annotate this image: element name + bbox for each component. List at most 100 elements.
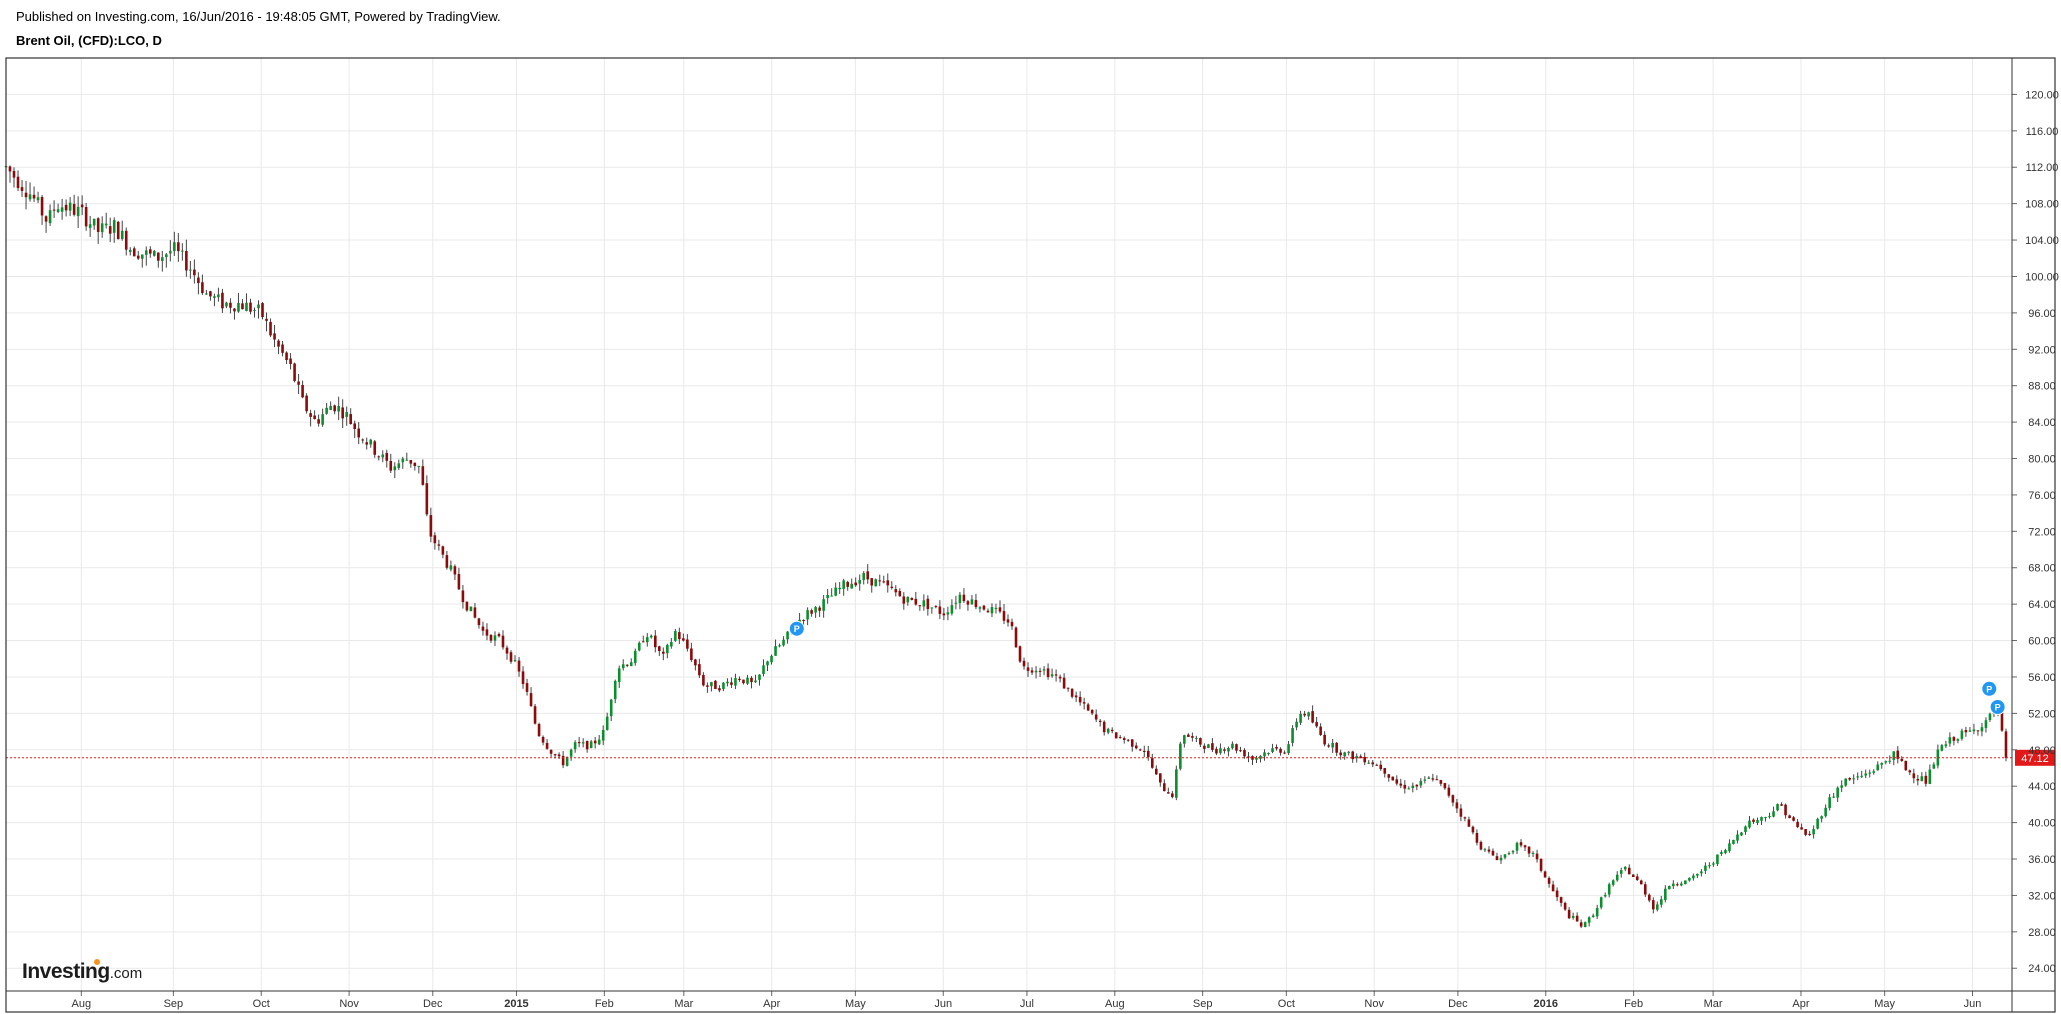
candle-body bbox=[930, 607, 934, 609]
candle-body bbox=[597, 739, 601, 745]
candle-body bbox=[1375, 764, 1379, 766]
candle-body bbox=[1583, 922, 1587, 927]
candle-body bbox=[710, 682, 713, 687]
candle-body bbox=[1155, 768, 1158, 775]
candle-body bbox=[68, 202, 72, 211]
candle-body bbox=[1724, 850, 1727, 854]
published-note: Published on Investing.com, 16/Jun/2016 … bbox=[16, 9, 501, 24]
last-price-badge bbox=[2015, 749, 2055, 766]
candle-body bbox=[1263, 752, 1266, 757]
candle-body bbox=[1539, 858, 1543, 871]
candle-body bbox=[213, 296, 216, 298]
candle-body bbox=[834, 587, 837, 596]
candle-body bbox=[1379, 764, 1383, 770]
candle-body bbox=[906, 596, 910, 603]
y-tick-label: 56.00 bbox=[2028, 672, 2056, 684]
candle-body bbox=[1018, 646, 1022, 662]
y-tick-label: 80.00 bbox=[2028, 454, 2056, 466]
candle-body bbox=[44, 216, 48, 222]
candle-body bbox=[754, 680, 757, 683]
candle-body bbox=[561, 755, 565, 766]
candle-body bbox=[1615, 874, 1619, 881]
candle-body bbox=[365, 442, 369, 445]
x-tick-label: Mar bbox=[674, 998, 693, 1010]
candle-body bbox=[1736, 834, 1739, 841]
candle-body bbox=[1279, 748, 1282, 753]
x-tick-label: 2015 bbox=[504, 998, 528, 1010]
y-tick-label: 116.00 bbox=[2026, 126, 2059, 138]
candle-body bbox=[1171, 793, 1174, 798]
candle-body bbox=[1503, 854, 1507, 858]
candle-body bbox=[658, 646, 661, 652]
candle-body bbox=[1062, 677, 1066, 689]
candle-body bbox=[1808, 833, 1811, 835]
candle-body bbox=[702, 674, 705, 686]
candle-body bbox=[645, 637, 649, 643]
candle-body bbox=[433, 535, 437, 544]
candle-body bbox=[914, 598, 918, 605]
candle-body bbox=[1271, 748, 1274, 753]
candle-body bbox=[1631, 874, 1635, 877]
candle-body bbox=[1980, 727, 1984, 732]
x-tick-label: Nov bbox=[339, 998, 359, 1010]
candle-body bbox=[902, 596, 906, 604]
candle-body bbox=[1291, 728, 1294, 743]
candle-body bbox=[1010, 621, 1014, 627]
candle-body bbox=[742, 679, 745, 684]
candle-body bbox=[509, 652, 513, 662]
candle-body bbox=[461, 590, 465, 603]
candle-body bbox=[1563, 902, 1567, 910]
candle-body bbox=[1511, 851, 1515, 853]
candle-body bbox=[1391, 776, 1395, 781]
candle-body bbox=[633, 650, 637, 664]
candle-body bbox=[32, 194, 36, 199]
candle-body bbox=[1551, 884, 1555, 892]
candle-body bbox=[922, 600, 926, 607]
candle-body bbox=[60, 207, 64, 212]
candle-body bbox=[1936, 749, 1940, 766]
candle-body bbox=[1607, 884, 1611, 895]
candle-body bbox=[1403, 784, 1407, 789]
candle-body bbox=[986, 610, 990, 613]
candle-body bbox=[854, 582, 857, 586]
candle-body bbox=[1207, 744, 1210, 748]
candle-body bbox=[88, 224, 92, 228]
candle-body bbox=[1066, 687, 1070, 689]
x-tick-label: Nov bbox=[1364, 998, 1384, 1010]
candle-body bbox=[1748, 820, 1751, 828]
x-tick-label: Dec bbox=[1448, 998, 1468, 1010]
candle-body bbox=[666, 644, 669, 654]
candle-body bbox=[714, 680, 717, 690]
candle-body bbox=[934, 606, 938, 608]
candle-body bbox=[1579, 922, 1583, 927]
candle-body bbox=[245, 302, 248, 311]
candle-body bbox=[1239, 750, 1242, 752]
candle-body bbox=[1523, 845, 1527, 848]
p-marker-icon bbox=[788, 620, 805, 637]
candle-body bbox=[1463, 817, 1467, 819]
candle-body bbox=[862, 573, 866, 580]
candle-body bbox=[357, 428, 361, 438]
candle-body bbox=[557, 754, 561, 757]
candle-body bbox=[1054, 674, 1058, 676]
candle-body bbox=[112, 220, 116, 233]
candle-body bbox=[237, 302, 240, 312]
candle-body bbox=[445, 555, 449, 568]
candle-body bbox=[974, 600, 978, 608]
x-tick-label: Feb bbox=[595, 998, 614, 1010]
candle-body bbox=[533, 706, 537, 724]
candle-body bbox=[1555, 890, 1559, 898]
candle-body bbox=[1519, 842, 1523, 846]
candle-body bbox=[193, 269, 196, 276]
candle-body bbox=[653, 635, 657, 648]
candle-body bbox=[674, 631, 677, 641]
candle-body bbox=[1647, 894, 1651, 901]
candle-body bbox=[826, 594, 829, 599]
candle-body bbox=[453, 566, 457, 575]
candle-body bbox=[894, 589, 898, 593]
candle-body bbox=[982, 605, 986, 610]
candle-body bbox=[1351, 751, 1354, 760]
candle-body bbox=[1760, 817, 1763, 821]
candle-body bbox=[1812, 829, 1815, 835]
